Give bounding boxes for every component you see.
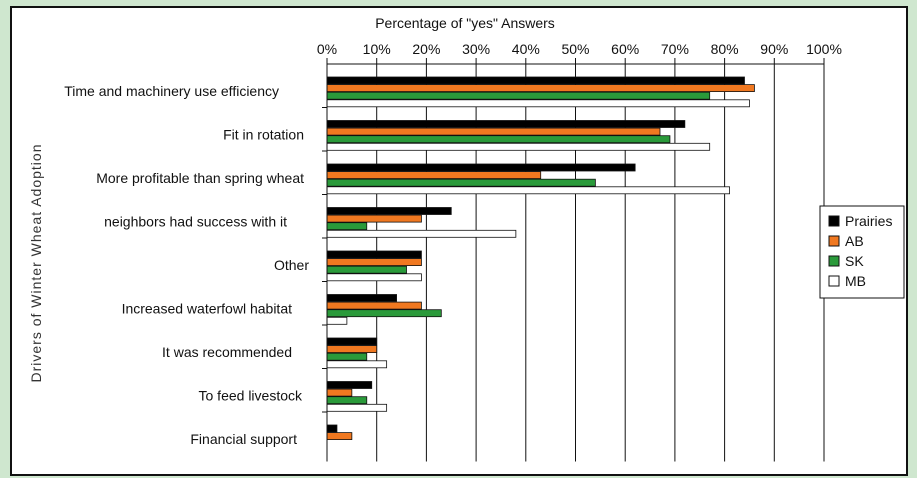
category-label: More profitable than spring wheat xyxy=(96,170,304,186)
x-tick-label: 40% xyxy=(512,41,540,57)
bar-mb xyxy=(326,142,711,151)
bar-mb xyxy=(326,186,730,195)
bar-sk xyxy=(326,352,368,361)
category-label: Fit in rotation xyxy=(223,127,304,143)
bar-ab xyxy=(326,432,353,441)
bar-sk xyxy=(326,91,711,100)
x-axis-title: Percentage of "yes" Answers xyxy=(375,15,555,31)
bar-prairies xyxy=(326,337,378,346)
bar-prairies xyxy=(326,120,686,128)
bar-ab xyxy=(326,301,422,310)
bar-mb xyxy=(326,403,388,412)
bar-ab xyxy=(326,258,422,267)
x-tick-label: 70% xyxy=(661,41,689,57)
category-label: It was recommended xyxy=(162,344,292,360)
bar-sk xyxy=(326,265,407,274)
bar-sk xyxy=(326,222,368,231)
bar-prairies xyxy=(326,424,338,433)
bar-prairies xyxy=(326,381,373,389)
category-label: Time and machinery use efficiency xyxy=(64,83,279,99)
x-tick-label: 30% xyxy=(462,41,490,57)
legend-swatch-mb xyxy=(828,275,840,287)
bar-ab xyxy=(326,171,542,180)
legend: Prairies AB SK MB xyxy=(819,205,905,299)
bar-ab xyxy=(326,127,661,136)
category-label: Other xyxy=(274,257,309,273)
chart-frame: 0% 10% 20% 30% 40% 50% 60% 70% 80% 90% 100% Time a… xyxy=(10,6,908,476)
x-tick-label: 90% xyxy=(760,41,788,57)
bar-ab xyxy=(326,214,422,223)
bar-prairies xyxy=(326,207,452,215)
legend-label-prairies: Prairies xyxy=(845,213,892,229)
bar-mb xyxy=(326,229,517,238)
x-tick-label: 80% xyxy=(711,41,739,57)
bar-sk xyxy=(326,396,368,405)
y-axis-title: Drivers of Winter Wheat Adoption xyxy=(28,144,44,383)
category-label: Increased waterfowl habitat xyxy=(122,301,293,317)
bar-prairies xyxy=(326,294,397,302)
bars xyxy=(326,76,755,441)
bar-mb xyxy=(326,360,388,369)
x-tick-label: 60% xyxy=(611,41,639,57)
bar-chart: 0% 10% 20% 30% 40% 50% 60% 70% 80% 90% 100% Time a… xyxy=(28,15,905,462)
bar-prairies xyxy=(326,250,422,259)
legend-swatch-sk xyxy=(828,255,840,267)
x-tick-label: 100% xyxy=(806,41,842,57)
bar-sk xyxy=(326,135,671,144)
x-tick-label: 50% xyxy=(561,41,589,57)
legend-swatch-ab xyxy=(828,235,840,247)
bar-ab xyxy=(326,345,378,354)
bar-mb xyxy=(326,273,422,282)
bar-sk xyxy=(326,178,596,187)
category-label: Financial support xyxy=(190,431,297,447)
legend-label-ab: AB xyxy=(845,233,864,249)
x-tick-labels: 0% 10% 20% 30% 40% 50% 60% 70% 80% 90% 100% xyxy=(317,41,842,57)
x-tick-label: 0% xyxy=(317,41,337,57)
category-label: neighbors had success with it xyxy=(104,214,287,230)
bar-prairies xyxy=(326,76,745,85)
legend-swatch-prairies xyxy=(828,215,840,227)
x-tick-label: 20% xyxy=(412,41,440,57)
category-label: To feed livestock xyxy=(199,388,303,404)
bar-ab xyxy=(326,388,353,397)
bar-prairies xyxy=(326,163,636,172)
bar-ab xyxy=(326,84,755,92)
bar-sk xyxy=(326,309,442,318)
x-tick-label: 10% xyxy=(363,41,391,57)
legend-label-mb: MB xyxy=(845,273,866,289)
bar-mb xyxy=(326,99,750,108)
axes xyxy=(322,63,824,462)
bar-mb xyxy=(326,316,348,325)
legend-label-sk: SK xyxy=(845,253,864,269)
category-labels: Time and machinery use efficiency Fit in … xyxy=(64,83,309,447)
